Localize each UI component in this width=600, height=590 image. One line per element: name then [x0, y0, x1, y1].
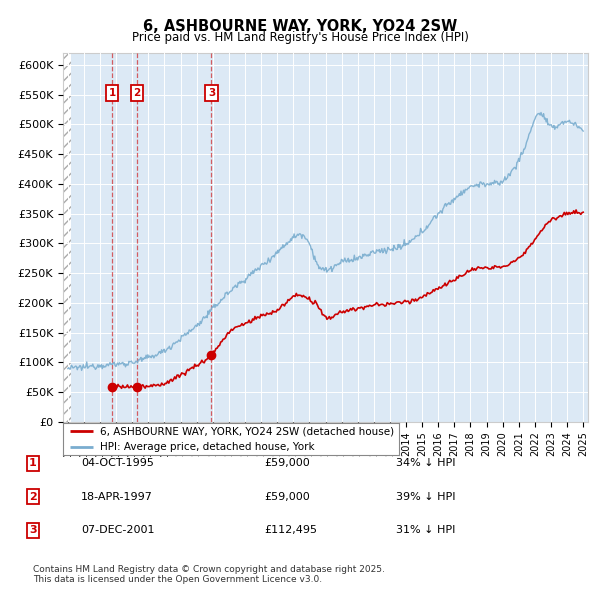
- Text: £112,495: £112,495: [264, 526, 317, 535]
- Text: 3: 3: [29, 526, 37, 535]
- Bar: [63, 53, 71, 422]
- Text: 31% ↓ HPI: 31% ↓ HPI: [396, 526, 455, 535]
- Text: £59,000: £59,000: [264, 458, 310, 468]
- Text: 3: 3: [208, 88, 215, 98]
- Text: 2: 2: [29, 492, 37, 502]
- Text: Contains HM Land Registry data © Crown copyright and database right 2025.
This d: Contains HM Land Registry data © Crown c…: [33, 565, 385, 584]
- Text: 1: 1: [29, 458, 37, 468]
- Text: 6, ASHBOURNE WAY, YORK, YO24 2SW: 6, ASHBOURNE WAY, YORK, YO24 2SW: [143, 19, 457, 34]
- Text: 2: 2: [133, 88, 140, 98]
- Text: 1: 1: [109, 88, 116, 98]
- Text: 04-OCT-1995: 04-OCT-1995: [81, 458, 154, 468]
- Text: 34% ↓ HPI: 34% ↓ HPI: [396, 458, 455, 468]
- Text: HPI: Average price, detached house, York: HPI: Average price, detached house, York: [100, 442, 314, 453]
- Text: 6, ASHBOURNE WAY, YORK, YO24 2SW (detached house): 6, ASHBOURNE WAY, YORK, YO24 2SW (detach…: [100, 426, 394, 436]
- Text: £59,000: £59,000: [264, 492, 310, 502]
- Text: Price paid vs. HM Land Registry's House Price Index (HPI): Price paid vs. HM Land Registry's House …: [131, 31, 469, 44]
- Text: 07-DEC-2001: 07-DEC-2001: [81, 526, 155, 535]
- Text: 39% ↓ HPI: 39% ↓ HPI: [396, 492, 455, 502]
- Text: 18-APR-1997: 18-APR-1997: [81, 492, 153, 502]
